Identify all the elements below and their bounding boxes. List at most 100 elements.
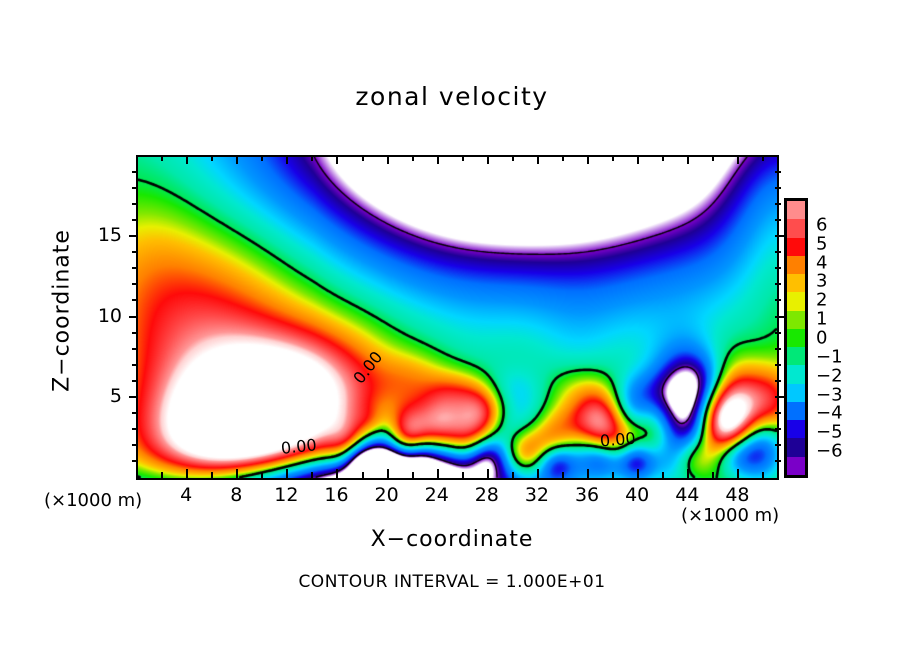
- x-tick-top: [737, 155, 739, 164]
- y-tick-label: 10: [97, 304, 122, 327]
- colorbar-band: [787, 420, 805, 439]
- colorbar-band: [787, 274, 805, 293]
- x-tick-top: [186, 155, 188, 164]
- y-tick: [129, 235, 138, 237]
- x-tick: [161, 472, 163, 478]
- x-tick: [412, 472, 414, 478]
- colorbar-band: [787, 237, 805, 256]
- colorbar-tick-label: 6: [816, 214, 828, 236]
- y-tick-label: 15: [97, 224, 122, 247]
- y-tick: [132, 364, 138, 366]
- y-tick-right: [775, 171, 781, 173]
- colorbar-band: [787, 401, 805, 421]
- x-tick-top: [587, 155, 589, 164]
- x-tick: [562, 472, 564, 478]
- colorbar-band: [787, 347, 805, 366]
- y-tick-label: 5: [109, 384, 122, 407]
- x-tick-label: 32: [524, 484, 550, 506]
- colorbar-tick-label: 1: [816, 308, 828, 330]
- y-tick: [132, 267, 138, 269]
- contour-interval-note: CONTOUR INTERVAL = 1.000E+01: [298, 572, 606, 592]
- y-tick-right: [775, 348, 781, 350]
- x-tick-label: 16: [324, 484, 349, 506]
- x-tick-label: 36: [574, 484, 600, 506]
- colorbar-band: [787, 219, 805, 238]
- contour-plot-area: [136, 155, 779, 480]
- x-tick-top: [236, 155, 238, 164]
- x-axis-label: X−coordinate: [370, 527, 534, 552]
- x-tick-top: [362, 155, 364, 161]
- y-tick: [132, 428, 138, 430]
- x-tick: [537, 469, 539, 478]
- x-tick-top: [211, 155, 213, 161]
- y-tick: [132, 460, 138, 462]
- y-axis-label: Z−coordinate: [49, 229, 75, 392]
- x-tick: [336, 469, 338, 478]
- colorbar-tick-label: 0: [816, 327, 828, 349]
- x-tick-top: [762, 155, 764, 161]
- x-tick-top: [562, 155, 564, 161]
- y-tick: [132, 332, 138, 334]
- colorbar-tick-label: −4: [816, 402, 843, 424]
- colorbar-band: [787, 456, 805, 475]
- y-tick: [132, 251, 138, 253]
- x-tick: [211, 472, 213, 478]
- contour-level-label: 0.00: [280, 435, 318, 458]
- y-tick: [132, 171, 138, 173]
- colorbar-band: [787, 255, 805, 275]
- x-tick: [362, 472, 364, 478]
- y-tick-right: [775, 267, 781, 269]
- x-tick: [737, 469, 739, 478]
- colorbar-tick-label: −6: [816, 440, 843, 462]
- x-tick-top: [311, 155, 313, 161]
- y-tick: [132, 380, 138, 382]
- x-tick-top: [537, 155, 539, 164]
- colorbar-tick-label: 5: [816, 233, 828, 255]
- y-tick: [129, 396, 138, 398]
- colorbar-tick-label: −1: [816, 346, 843, 368]
- colorbar-tick-label: 3: [816, 270, 828, 292]
- x-tick-label: 8: [230, 484, 243, 506]
- x-tick-label: 24: [424, 484, 449, 506]
- y-tick-right: [775, 380, 781, 382]
- y-tick-right: [775, 235, 784, 237]
- y-tick: [129, 316, 138, 318]
- x-tick-label: 4: [180, 484, 193, 506]
- y-tick-right: [775, 444, 781, 446]
- colorbar-tick-label: −2: [816, 365, 843, 387]
- x-tick-top: [662, 155, 664, 161]
- colorbar-band: [787, 438, 805, 457]
- colorbar-tick-label: −3: [816, 384, 843, 406]
- x-tick-top: [412, 155, 414, 161]
- y-tick: [132, 283, 138, 285]
- x-tick: [236, 469, 238, 478]
- x-units-label: (×1000 m): [681, 505, 780, 526]
- x-tick-top: [462, 155, 464, 161]
- x-tick-top: [261, 155, 263, 161]
- y-tick: [132, 187, 138, 189]
- colorbar: [784, 198, 808, 478]
- y-tick-right: [775, 187, 781, 189]
- x-tick-top: [712, 155, 714, 161]
- x-tick: [437, 469, 439, 478]
- x-tick: [462, 472, 464, 478]
- x-tick-label: 40: [625, 484, 650, 506]
- x-tick: [311, 472, 313, 478]
- y-tick-right: [775, 412, 781, 414]
- x-tick-label: 28: [474, 484, 499, 506]
- colorbar-band: [787, 383, 805, 402]
- x-tick: [612, 472, 614, 478]
- x-tick: [261, 472, 263, 478]
- x-tick-top: [387, 155, 389, 164]
- colorbar-band: [787, 328, 805, 348]
- x-tick-top: [687, 155, 689, 164]
- x-tick-label: 44: [675, 484, 700, 506]
- colorbar-band: [787, 292, 805, 311]
- x-tick: [762, 472, 764, 478]
- x-tick-top: [161, 155, 163, 161]
- x-tick: [387, 469, 389, 478]
- y-tick-right: [775, 283, 781, 285]
- contour-level-label: 0.00: [599, 428, 637, 451]
- z-units-label: (×1000 m): [44, 490, 143, 511]
